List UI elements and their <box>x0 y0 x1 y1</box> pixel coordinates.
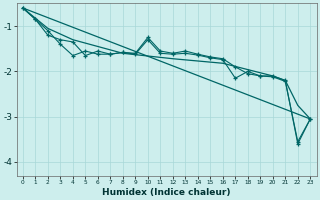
X-axis label: Humidex (Indice chaleur): Humidex (Indice chaleur) <box>102 188 231 197</box>
